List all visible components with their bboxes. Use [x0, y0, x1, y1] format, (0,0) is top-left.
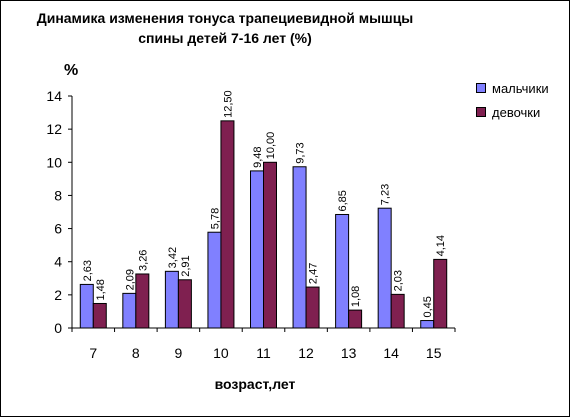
bar-girls	[220, 120, 235, 329]
data-label: 6,85	[337, 190, 349, 211]
y-tick-label: 14	[46, 88, 62, 104]
legend-label-girls: девочки	[492, 104, 541, 120]
legend-item-boys: мальчики	[476, 76, 549, 100]
x-tick-label: 8	[132, 345, 140, 361]
legend-swatch-boys	[476, 83, 486, 93]
bar-girls	[92, 302, 107, 329]
data-label: 5,78	[209, 208, 221, 229]
bar-boys	[335, 213, 350, 329]
x-tick-label: 11	[256, 345, 271, 361]
bar-girls	[135, 273, 150, 329]
data-label: 2,63	[82, 260, 94, 281]
legend: мальчики девочки	[476, 76, 549, 124]
x-tick-label: 12	[298, 345, 314, 361]
bar-girls	[433, 258, 448, 329]
legend-label-boys: мальчики	[492, 80, 549, 96]
data-label: 0,45	[422, 296, 434, 317]
x-tick-label: 7	[89, 345, 97, 361]
y-tick-label: 4	[54, 254, 62, 270]
y-tick-label: 8	[54, 187, 62, 203]
data-label: 2,47	[308, 263, 320, 284]
bar-boys	[377, 207, 392, 329]
bar-girls	[390, 293, 405, 329]
legend-item-girls: девочки	[476, 100, 549, 124]
bar-girls	[305, 286, 320, 329]
data-label: 12,50	[222, 90, 234, 118]
bar-boys	[79, 283, 94, 329]
data-label: 2,03	[393, 270, 405, 291]
data-label: 9,48	[252, 146, 264, 167]
data-label: 2,91	[180, 255, 192, 276]
y-tick-label: 10	[46, 154, 62, 170]
data-label: 1,08	[350, 286, 362, 307]
data-label: 9,73	[295, 142, 307, 163]
legend-swatch-girls	[476, 107, 486, 117]
x-axis-label: возраст,лет	[214, 376, 296, 392]
data-label: 3,42	[167, 247, 179, 268]
y-axis-label: %	[64, 62, 79, 79]
chart-title-line-1: Динамика изменения тонуса трапециевидной…	[36, 10, 414, 26]
x-tick-label: 14	[383, 345, 399, 361]
bar-boys	[164, 270, 179, 329]
x-tick-label: 10	[213, 345, 229, 361]
data-label: 4,14	[435, 235, 447, 256]
data-label: 3,26	[137, 250, 149, 271]
bar-boys	[122, 292, 137, 329]
y-tick-label: 0	[54, 320, 62, 336]
x-tick-label: 15	[426, 345, 442, 361]
chart-title-line-2: спины детей 7-16 лет (%)	[138, 30, 312, 46]
bar-boys	[250, 170, 264, 329]
y-tick-label: 12	[46, 121, 62, 137]
data-label: 7,23	[380, 184, 392, 205]
y-tick-label: 6	[54, 221, 62, 237]
x-tick-label: 9	[174, 345, 182, 361]
bar-girls	[263, 161, 277, 329]
bar-girls	[177, 279, 192, 329]
bar-boys	[292, 166, 307, 329]
x-tick-label: 13	[341, 345, 357, 361]
data-label: 1,48	[95, 279, 107, 300]
data-label: 2,09	[124, 269, 136, 290]
bar-boys	[420, 320, 435, 329]
chart-title: Динамика изменения тонуса трапециевидной…	[0, 8, 450, 48]
data-label: 10,00	[265, 132, 277, 160]
bar-girls	[348, 309, 363, 329]
y-tick-label: 2	[54, 287, 62, 303]
bar-boys	[207, 231, 222, 329]
